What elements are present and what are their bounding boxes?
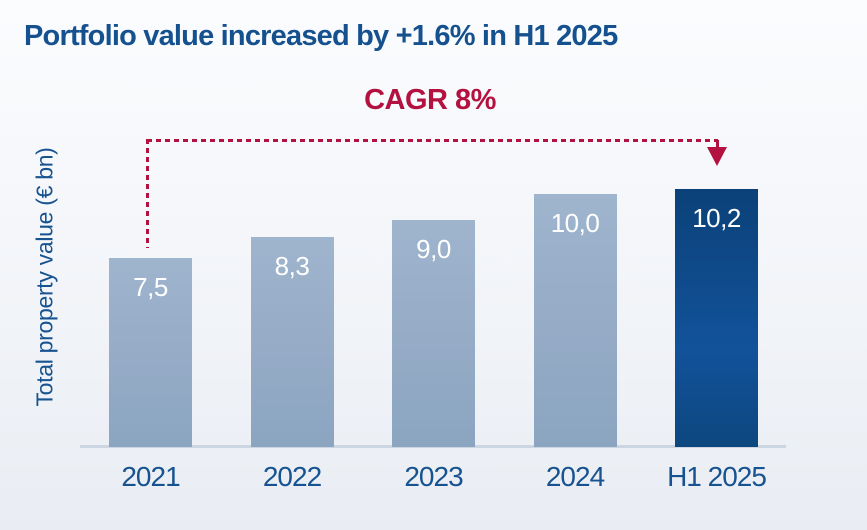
cagr-annotation-label: CAGR 8% bbox=[364, 84, 496, 116]
cagr-arrow-vertical-dash bbox=[146, 139, 149, 248]
bar-2021: 7,5 bbox=[109, 258, 192, 447]
bar-value-label-2021: 7,5 bbox=[133, 272, 168, 302]
bar-value-label-h1-2025: 10,2 bbox=[692, 203, 741, 233]
cagr-arrow-horizontal-dash bbox=[147, 139, 718, 142]
chart-title: Portfolio value increased by +1.6% in H1… bbox=[24, 20, 618, 52]
bar-h1-2025: 10,2 bbox=[675, 189, 758, 447]
x-axis-label-2021: 2021 bbox=[121, 461, 180, 492]
bar-2023: 9,0 bbox=[392, 220, 475, 447]
x-axis-label-2023: 2023 bbox=[404, 461, 463, 492]
x-axis-label-2024: 2024 bbox=[545, 461, 605, 492]
bar-value-label-2022: 8,3 bbox=[274, 251, 310, 281]
x-axis-label-h1-2025: H1 2025 bbox=[667, 461, 767, 492]
bar-2024: 10,0 bbox=[533, 194, 617, 447]
bar-2022: 8,3 bbox=[250, 237, 334, 447]
cagr-arrow-down-icon bbox=[707, 147, 727, 166]
bar-value-label-2023: 9,0 bbox=[416, 234, 451, 264]
x-axis-label-2022: 2022 bbox=[262, 461, 322, 492]
bar-value-label-2024: 10,0 bbox=[550, 208, 600, 238]
cagr-arrow-stub bbox=[716, 140, 719, 148]
